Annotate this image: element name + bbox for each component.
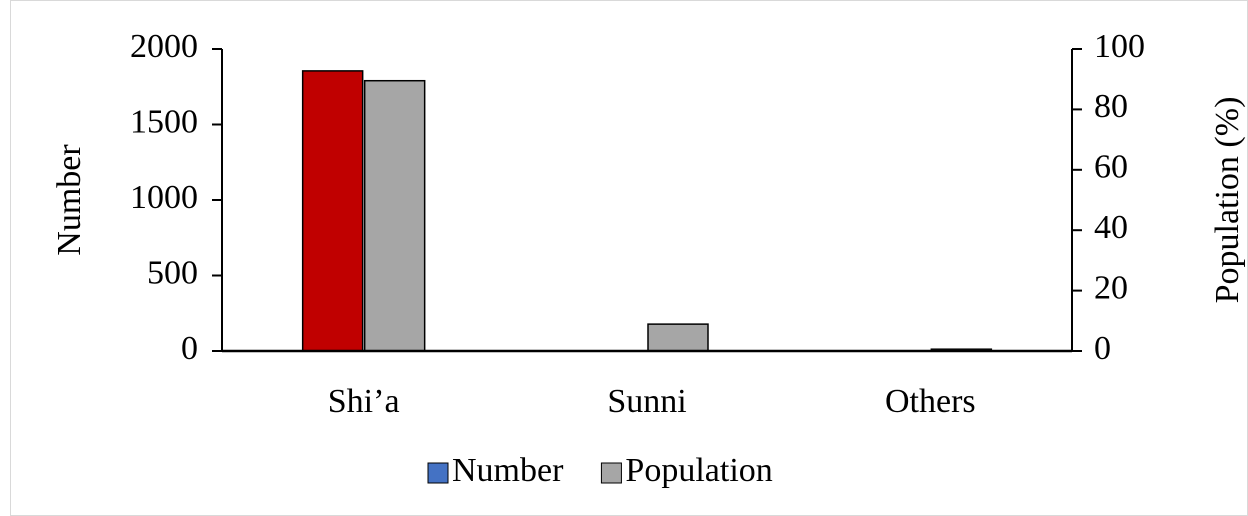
y-tick-label: 500 — [147, 254, 198, 291]
y-axis-label: Number — [51, 144, 88, 256]
legend-label: Number — [452, 452, 564, 489]
y2-tick-label: 0 — [1094, 330, 1111, 367]
y2-tick-label: 40 — [1094, 209, 1128, 246]
y2-axis-label: Population (%) — [1209, 97, 1246, 304]
bar — [647, 323, 709, 352]
y-tick-label: 1500 — [130, 103, 198, 140]
bar — [301, 70, 364, 352]
legend-swatch — [427, 462, 449, 484]
y-tick-label: 1000 — [130, 179, 198, 216]
chart-border — [10, 0, 1248, 516]
x-tick-label: Shi’a — [328, 383, 400, 420]
y-tick-label: 0 — [181, 330, 198, 367]
x-tick-label: Others — [885, 383, 976, 420]
y2-tick-label: 100 — [1094, 28, 1145, 65]
legend-label: Population — [625, 452, 772, 489]
x-tick-label: Sunni — [607, 383, 686, 420]
y2-tick-label: 80 — [1094, 88, 1128, 125]
y2-tick-label: 20 — [1094, 269, 1128, 306]
y2-tick-label: 60 — [1094, 149, 1128, 186]
y-tick-label: 2000 — [130, 28, 198, 65]
legend-swatch — [600, 462, 622, 484]
bar — [363, 79, 426, 352]
